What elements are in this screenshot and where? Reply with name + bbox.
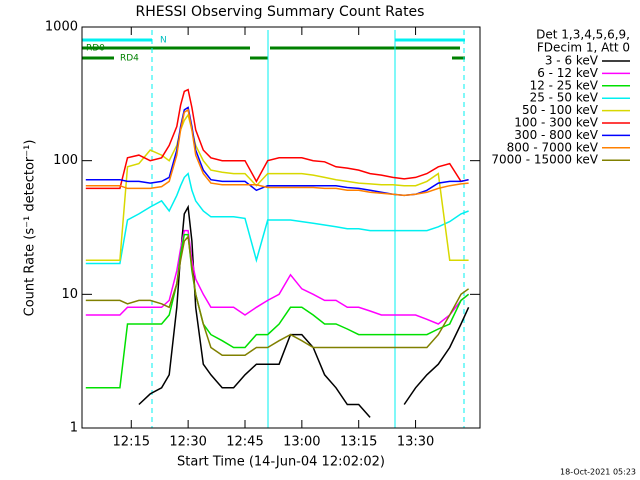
legend-label: 300 - 800 keV — [514, 128, 598, 142]
series-line — [85, 108, 469, 197]
x-axis-label: Start Time (14-Jun-04 12:02:02) — [177, 455, 385, 470]
y-tick-label: 1 — [70, 421, 78, 436]
legend-label: 6 - 12 keV — [537, 66, 599, 80]
flag-label: N — [160, 36, 167, 46]
y-axis-label: Count Rate (s⁻¹ detector⁻¹) — [23, 140, 38, 317]
x-tick-label: 12:30 — [169, 435, 206, 450]
legend-label: 25 - 50 keV — [530, 91, 599, 105]
legend-header: FDecim 1, Att 0 — [537, 41, 630, 55]
flag-label: RD0 — [86, 44, 105, 54]
x-tick-label: 12:45 — [226, 435, 263, 450]
y-tick-label: 100 — [53, 153, 78, 168]
legend-label: 12 - 25 keV — [530, 78, 599, 92]
series-line — [85, 229, 470, 325]
x-tick-label: 13:30 — [397, 435, 434, 450]
series-line — [85, 233, 470, 389]
plot-frame — [81, 26, 481, 429]
legend-label: 100 - 300 keV — [514, 116, 598, 130]
x-tick-label: 13:00 — [283, 435, 320, 450]
legend-label: 800 - 7000 keV — [507, 140, 599, 154]
series-line — [85, 234, 470, 357]
flag-bars: N RD0 RD4 — [82, 30, 465, 428]
series-line — [138, 204, 470, 418]
y-tick-label: 10 — [61, 287, 78, 302]
x-tick-label: 13:15 — [340, 435, 377, 450]
legend-label: 3 - 6 keV — [545, 54, 599, 68]
footer: 18-Oct-2021 05:23 — [560, 468, 636, 477]
y-tick-label: 1000 — [45, 20, 78, 35]
legend-header: Det 1,3,4,5,6,9, — [536, 28, 630, 42]
x-tick-label: 12:15 — [113, 435, 150, 450]
legend-label: 7000 - 15000 keV — [491, 153, 598, 167]
flag-label: RD4 — [120, 54, 139, 64]
legend-label: 50 - 100 keV — [522, 103, 599, 117]
chart-title: RHESSI Observing Summary Count Rates — [136, 4, 425, 20]
series-line — [85, 88, 469, 190]
series-line — [85, 113, 469, 261]
series-line — [85, 172, 469, 265]
